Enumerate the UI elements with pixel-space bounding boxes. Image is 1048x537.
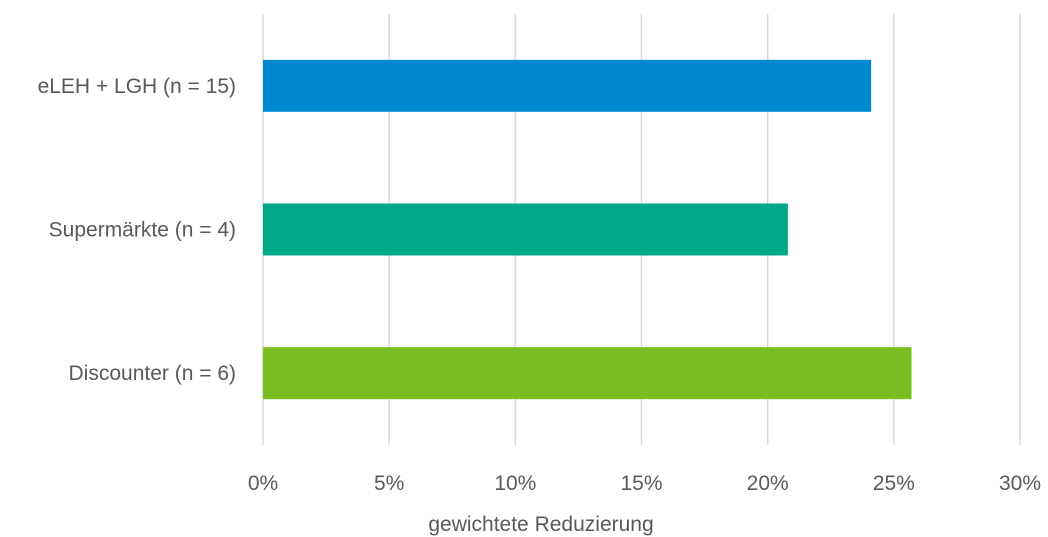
x-tick-label: 25% (873, 472, 915, 495)
x-tick-label: 15% (620, 472, 662, 495)
category-label: Supermärkte (n = 4) (49, 219, 236, 242)
x-tick-label: 30% (999, 472, 1041, 495)
category-label: Discounter (n = 6) (69, 362, 237, 385)
bar (263, 59, 872, 112)
category-label: eLEH + LGH (n = 15) (38, 75, 236, 98)
bars (263, 59, 912, 400)
x-axis-title: gewichtete Reduzierung (428, 513, 653, 536)
x-tick-label: 5% (374, 472, 404, 495)
x-tick-label: 10% (494, 472, 536, 495)
x-tick-label: 0% (248, 472, 278, 495)
bar (263, 347, 912, 400)
bar (263, 203, 788, 256)
x-tick-label: 20% (747, 472, 789, 495)
category-labels: eLEH + LGH (n = 15) Supermärkte (n = 4) Di… (38, 75, 236, 385)
x-tick-labels: 0% 5% 10% 15% 20% 25% 30% (248, 472, 1041, 495)
